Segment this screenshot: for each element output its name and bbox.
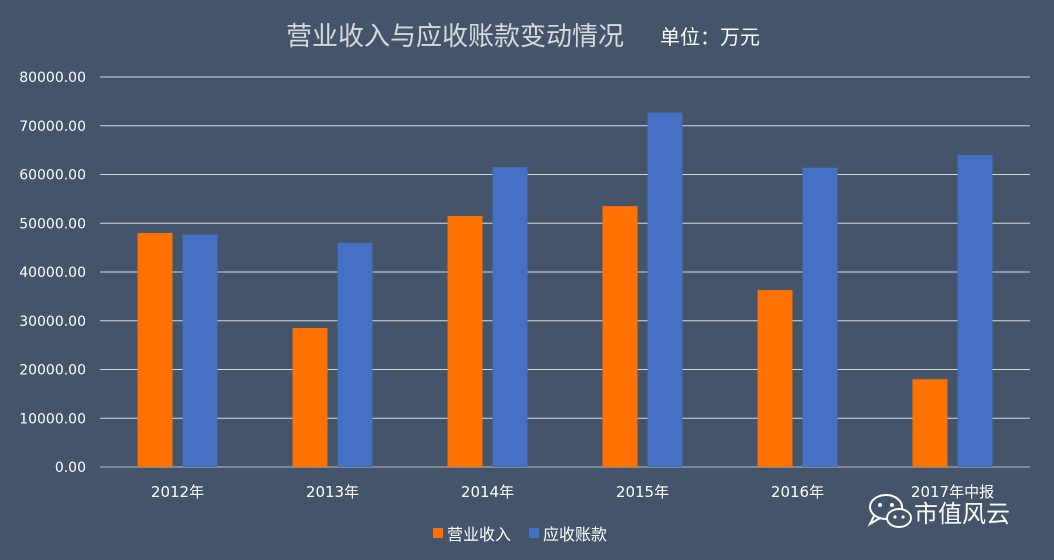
wechat-icon: [867, 494, 912, 528]
unit-label: 单位：万元: [660, 25, 760, 49]
bars: [137, 112, 993, 468]
bar-receivables-3: [647, 112, 683, 468]
x-category-label: 2017年中报: [911, 483, 994, 501]
legend-label: 营业收入: [447, 525, 511, 544]
gridlines: [100, 76, 1030, 468]
y-tick-label: 70000.00: [19, 119, 86, 135]
x-category-label: 2012年: [151, 483, 204, 501]
y-tick-label: 80000.00: [19, 70, 86, 86]
legend-label: 应收账款: [543, 525, 607, 544]
bar-revenue-0: [137, 233, 173, 467]
x-axis-categories: 2012年 2013年 2014年 2015年 2016年 2017年中报: [151, 483, 994, 501]
watermark-text: 市值风云: [914, 500, 1010, 528]
bar-revenue-3: [602, 206, 638, 467]
y-tick-label: 0.00: [55, 460, 86, 476]
bar-revenue-1: [292, 328, 328, 467]
legend: 营业收入 应收账款: [433, 525, 607, 544]
y-tick-label: 20000.00: [19, 363, 86, 379]
bar-revenue-2: [447, 215, 483, 467]
x-category-label: 2016年: [771, 483, 824, 501]
y-tick-label: 60000.00: [19, 168, 86, 184]
bar-receivables-4: [802, 167, 838, 468]
watermark: 市值风云: [867, 494, 1010, 528]
bar-receivables-1: [337, 242, 373, 467]
legend-swatch: [433, 528, 443, 538]
x-category-label: 2014年: [461, 483, 514, 501]
legend-swatch: [529, 528, 539, 538]
bar-revenue-4: [757, 290, 793, 467]
bar-revenue-5: [912, 379, 948, 467]
y-tick-label: 50000.00: [19, 216, 86, 232]
bar-receivables-2: [492, 167, 528, 467]
x-category-label: 2015年: [616, 483, 669, 501]
bar-receivables-0: [182, 234, 218, 467]
y-tick-label: 10000.00: [19, 411, 86, 427]
bar-receivables-5: [957, 155, 993, 467]
y-axis-ticks: 0.00 10000.00 20000.00 30000.00 40000.00 5000…: [19, 70, 86, 476]
x-category-label: 2013年: [306, 483, 359, 501]
y-tick-label: 40000.00: [19, 265, 86, 281]
y-tick-label: 30000.00: [19, 314, 86, 330]
chart-title: 营业收入与应收账款变动情况: [286, 22, 624, 52]
